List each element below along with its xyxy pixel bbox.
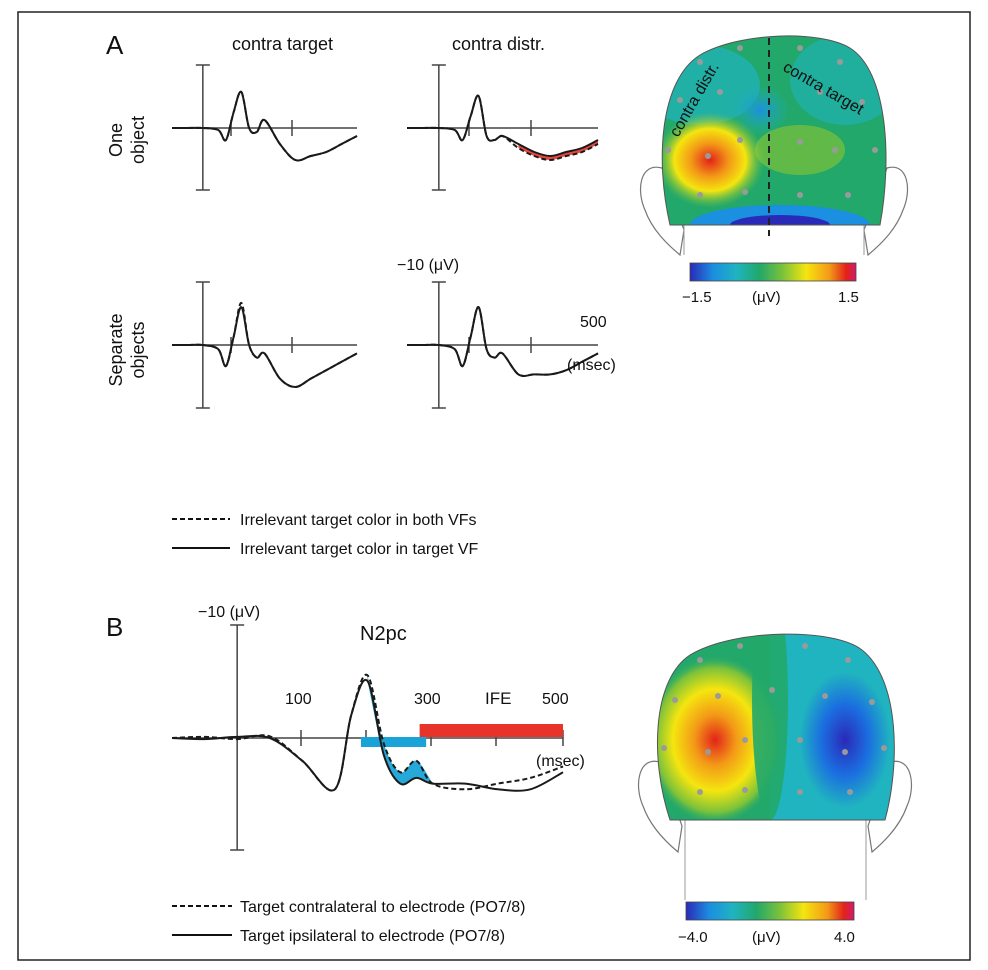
ife-difference-area — [518, 140, 598, 160]
panel-a-time-unit: (msec) — [567, 357, 616, 374]
panel-a-label: A — [106, 30, 124, 60]
ife-window-bar — [419, 724, 563, 737]
colorbar-b-unit: (μV) — [752, 929, 781, 946]
trace-solid — [171, 90, 358, 162]
legend-b-dashed-label: Target contralateral to electrode (PO7/8… — [240, 899, 525, 916]
n2pc-difference-area — [367, 675, 433, 785]
trace-solid — [171, 306, 358, 389]
trace-solid — [406, 94, 599, 158]
row-title-separate-objects: Separate objects — [106, 313, 148, 386]
colorbar-a — [689, 262, 857, 282]
head-outline-b — [657, 633, 895, 821]
legend-a-solid-label: Irrelevant target color in target VF — [240, 541, 479, 558]
neck-a — [683, 225, 865, 255]
row-title-sep-line1: Separate — [106, 313, 126, 386]
outer-border — [17, 11, 971, 961]
panel-b-label: B — [106, 612, 123, 642]
head-outline-a — [661, 35, 887, 226]
electrode-dots-a — [665, 45, 878, 198]
colorbar-a-unit: (μV) — [752, 289, 781, 306]
topo-map-a: contra distr. contra target −1.5 (μV) 1.… — [639, 35, 909, 306]
colorbar-a-max: 1.5 — [838, 289, 859, 306]
colorbar-b — [685, 901, 855, 921]
panel-b-tick-500: 500 — [542, 691, 569, 708]
panel-b-tick-100: 100 — [285, 691, 312, 708]
panel-b-ife-label: IFE — [485, 689, 511, 708]
panel-a-scale-label: −10 (μV) — [397, 257, 459, 274]
trace-solid — [171, 678, 564, 792]
n2pc-window-bar — [360, 737, 427, 747]
ear-left-b — [637, 760, 683, 854]
erp-separate-contra-target — [171, 281, 358, 409]
colorbar-b-max: 4.0 — [834, 929, 855, 946]
topo-map-b: −4.0 (μV) 4.0 — [637, 633, 913, 946]
ear-right-b — [867, 760, 913, 854]
colorbar-a-min: −1.5 — [682, 289, 712, 306]
row-title-one-object: One object — [106, 116, 148, 164]
ear-left-a — [639, 166, 685, 257]
erp-n2pc — [171, 624, 564, 851]
colorbar-b-min: −4.0 — [678, 929, 708, 946]
row-title-one-line2: object — [128, 116, 148, 164]
erp-one-object-contra-distr — [406, 64, 599, 191]
trace-solid — [406, 306, 599, 377]
col-title-contra-distr: contra distr. — [452, 34, 545, 54]
panel-b-scale-label: −10 (μV) — [198, 604, 260, 621]
panel-a-time-tick-label: 500 — [580, 314, 607, 331]
neck-b — [684, 820, 867, 900]
col-title-contra-target: contra target — [232, 34, 333, 54]
erp-separate-contra-distr — [406, 281, 599, 409]
row-title-one-line1: One — [106, 123, 126, 157]
erp-one-object-contra-target — [171, 64, 358, 191]
panel-b-n2pc-label: N2pc — [360, 623, 407, 645]
row-title-sep-line2: objects — [128, 321, 148, 378]
ear-right-a — [863, 166, 909, 257]
panel-b-time-unit: (msec) — [536, 753, 585, 770]
panel-b-tick-300: 300 — [414, 691, 441, 708]
legend-a-dashed-label: Irrelevant target color in both VFs — [240, 512, 477, 529]
legend-b-solid-label: Target ipsilateral to electrode (PO7/8) — [240, 928, 505, 945]
electrode-dots-b — [661, 643, 887, 795]
